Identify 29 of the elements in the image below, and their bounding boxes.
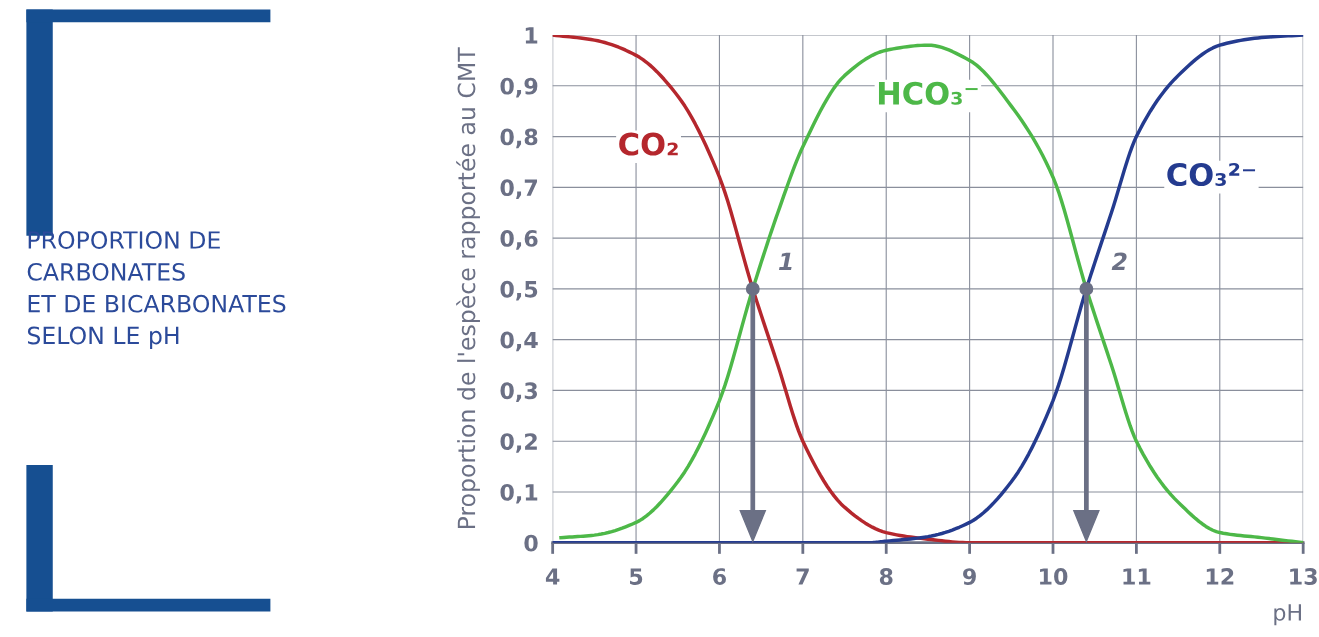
- x-tick-label: 6: [713, 568, 726, 585]
- series-label: CO₃²⁻: [1167, 162, 1256, 187]
- annotation: 2: [1111, 252, 1127, 271]
- text: PROPORTION DE CARBONATES ET DE BICARBONATES SELON LE pH: [27, 231, 286, 349]
- y-tick-label: 0,8: [500, 128, 538, 149]
- x-tick-label: 9: [963, 568, 976, 585]
- x-tick-label: 4: [545, 568, 560, 585]
- y-tick-label: 0,5: [500, 280, 538, 301]
- series-label: CO₂: [619, 132, 678, 156]
- y-tick-label: 0,7: [500, 179, 538, 199]
- x-tick-label: 13: [1290, 568, 1317, 585]
- y-tick-label: 0,3: [500, 382, 538, 403]
- y-tick-label: 0: [524, 534, 538, 552]
- y-tick-label: 0,6: [500, 230, 538, 250]
- y-tick-label: 0,1: [500, 483, 538, 504]
- x-tick-label: 8: [879, 568, 893, 585]
- x-tick-label: 7: [796, 568, 809, 585]
- x-tick-label: 10: [1040, 568, 1068, 585]
- x-tick-label: 11: [1123, 568, 1151, 585]
- x-axis-title: pH: [1274, 604, 1301, 626]
- x-tick-label: 12: [1206, 568, 1234, 585]
- y-tick-label: 0,2: [500, 433, 537, 453]
- series-label: HCO₃⁻: [878, 81, 978, 105]
- x-tick-label: 5: [630, 568, 643, 585]
- y-tick-label: 0,9: [500, 77, 538, 98]
- annotation: 1: [778, 252, 792, 271]
- y-tick-label: 0,4: [500, 331, 538, 352]
- y-axis-title: Proportion de l'espèce rapportée au CMT: [456, 47, 480, 529]
- y-tick-label: 1: [525, 27, 538, 44]
